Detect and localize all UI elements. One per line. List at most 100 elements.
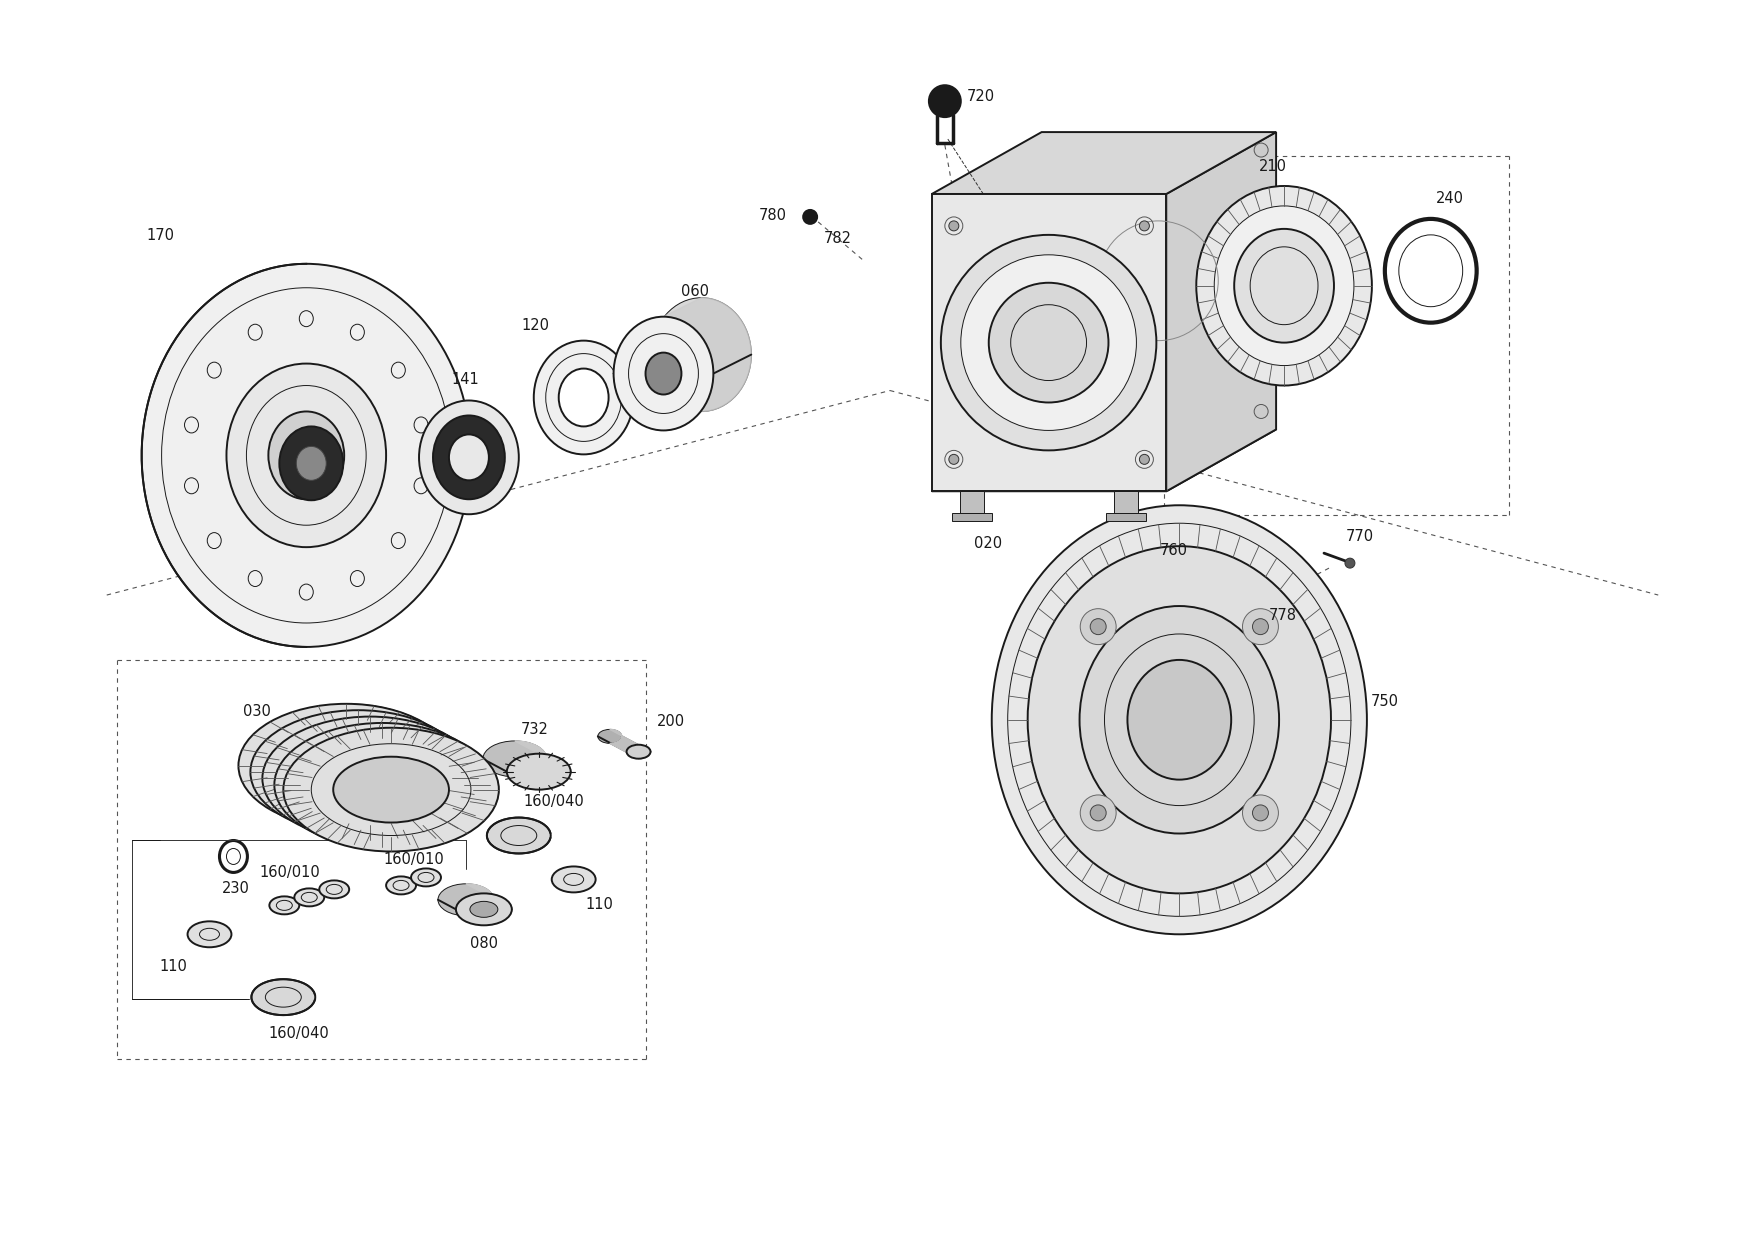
Circle shape [1140,221,1149,231]
Polygon shape [663,298,751,430]
Polygon shape [382,723,498,852]
Ellipse shape [1345,558,1354,568]
Ellipse shape [614,316,714,430]
Text: 060: 060 [682,284,709,299]
Ellipse shape [507,754,570,790]
Ellipse shape [274,723,489,847]
Text: 110: 110 [586,897,614,911]
Text: 141: 141 [451,372,479,387]
Ellipse shape [989,283,1109,403]
Ellipse shape [300,739,416,805]
Ellipse shape [482,742,547,776]
Text: 720: 720 [966,89,995,104]
Ellipse shape [1214,206,1354,366]
Polygon shape [931,133,1277,193]
Circle shape [1080,609,1116,645]
Ellipse shape [626,745,651,759]
Text: 110: 110 [160,959,188,973]
Ellipse shape [940,234,1156,450]
Ellipse shape [456,893,512,925]
Ellipse shape [386,877,416,894]
Text: 782: 782 [824,232,852,247]
Ellipse shape [1028,546,1331,893]
Text: 210: 210 [1259,159,1287,174]
Ellipse shape [438,884,495,915]
Ellipse shape [226,363,386,547]
Ellipse shape [263,717,477,841]
Circle shape [1091,805,1107,821]
Text: 160/010: 160/010 [382,852,444,867]
Ellipse shape [142,264,470,647]
Circle shape [1254,143,1268,157]
Ellipse shape [533,341,633,454]
Ellipse shape [991,505,1366,934]
Text: 770: 770 [1345,528,1373,543]
Ellipse shape [449,434,489,480]
Ellipse shape [651,298,751,412]
Circle shape [1254,404,1268,418]
Ellipse shape [251,980,316,1016]
Ellipse shape [251,711,467,835]
Text: 200: 200 [656,714,684,729]
Ellipse shape [598,729,621,743]
Ellipse shape [268,412,344,500]
Ellipse shape [1079,606,1279,833]
Ellipse shape [433,415,505,500]
Text: 160/040: 160/040 [524,794,584,808]
Ellipse shape [1196,569,1207,579]
Polygon shape [1166,133,1277,491]
Ellipse shape [1235,229,1335,342]
Circle shape [949,221,959,231]
Ellipse shape [930,86,961,117]
Bar [959,491,984,513]
Text: 760: 760 [1159,543,1187,558]
Ellipse shape [270,897,300,914]
Polygon shape [467,884,512,925]
Ellipse shape [188,921,232,947]
Text: 750: 750 [1372,694,1400,709]
Ellipse shape [803,210,817,224]
Text: 080: 080 [470,936,498,951]
Polygon shape [931,193,1166,491]
Ellipse shape [333,756,449,822]
Polygon shape [1166,133,1277,491]
Ellipse shape [470,901,498,918]
Ellipse shape [319,880,349,898]
Text: 732: 732 [521,722,549,738]
Polygon shape [931,429,1277,491]
Polygon shape [358,711,477,841]
Ellipse shape [296,446,326,480]
Circle shape [1140,454,1149,464]
Text: 778: 778 [1270,608,1298,622]
Polygon shape [346,704,467,835]
Ellipse shape [560,368,609,427]
Polygon shape [931,429,1277,491]
Polygon shape [931,193,1166,491]
Polygon shape [516,742,570,790]
Ellipse shape [279,427,344,500]
Text: 240: 240 [1437,191,1465,206]
Circle shape [1242,609,1279,645]
Circle shape [1091,619,1107,635]
Bar [952,513,991,521]
Circle shape [1242,795,1279,831]
Bar [1114,491,1138,513]
Ellipse shape [288,733,403,799]
Ellipse shape [312,745,428,811]
Circle shape [949,454,959,464]
Text: 030: 030 [244,704,272,719]
Polygon shape [610,729,651,759]
Text: 230: 230 [221,880,249,895]
Circle shape [1252,619,1268,635]
Ellipse shape [488,817,551,853]
Ellipse shape [410,868,440,887]
Text: 160/040: 160/040 [268,1025,330,1040]
Bar [1107,513,1147,521]
Ellipse shape [295,888,324,906]
Ellipse shape [284,728,498,852]
Text: 120: 120 [521,319,549,334]
Text: 170: 170 [147,228,175,243]
Ellipse shape [324,751,440,817]
Circle shape [1080,795,1116,831]
Text: 160/010: 160/010 [260,866,321,880]
